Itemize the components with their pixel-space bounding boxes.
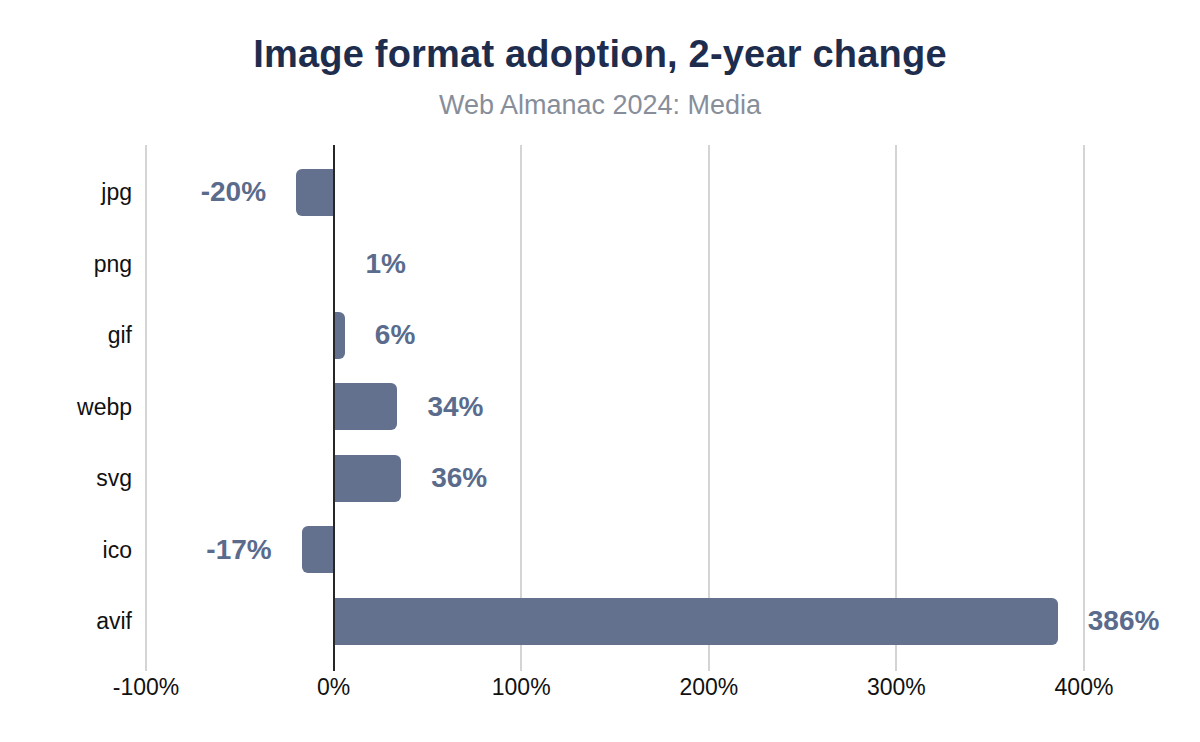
bar: [334, 598, 1058, 645]
category-label: webp: [0, 392, 132, 422]
x-tick-label: 0%: [264, 674, 404, 701]
x-tick-label: 200%: [639, 674, 779, 701]
category-label: jpg: [0, 177, 132, 207]
value-label: 386%: [1088, 603, 1160, 639]
value-label: 1%: [365, 246, 405, 282]
category-label: png: [0, 249, 132, 279]
x-tick-label: 400%: [1014, 674, 1154, 701]
gridline: [520, 145, 522, 671]
x-tick-label: -100%: [76, 674, 216, 701]
x-tick-label: 300%: [826, 674, 966, 701]
category-label: avif: [0, 606, 132, 636]
value-label: -17%: [206, 532, 271, 568]
gridline: [895, 145, 897, 671]
value-label: 34%: [427, 389, 483, 425]
value-label: -20%: [201, 174, 266, 210]
gridline: [1083, 145, 1085, 671]
chart-canvas: Image format adoption, 2-year change Web…: [0, 0, 1200, 742]
bar: [334, 455, 402, 502]
plot-area: -100% 0% 100% 200% 300% 400% jpg -20% png 1% gif 6%…: [0, 0, 1200, 742]
x-axis-line: [333, 145, 335, 671]
value-label: 36%: [431, 460, 487, 496]
category-label: ico: [0, 535, 132, 565]
value-label: 6%: [375, 317, 415, 353]
bar: [334, 383, 398, 430]
bar: [334, 312, 345, 359]
bar: [296, 169, 334, 216]
gridline: [708, 145, 710, 671]
gridline: [145, 145, 147, 671]
x-tick-label: 100%: [451, 674, 591, 701]
category-label: svg: [0, 463, 132, 493]
bar: [302, 526, 334, 573]
category-label: gif: [0, 320, 132, 350]
